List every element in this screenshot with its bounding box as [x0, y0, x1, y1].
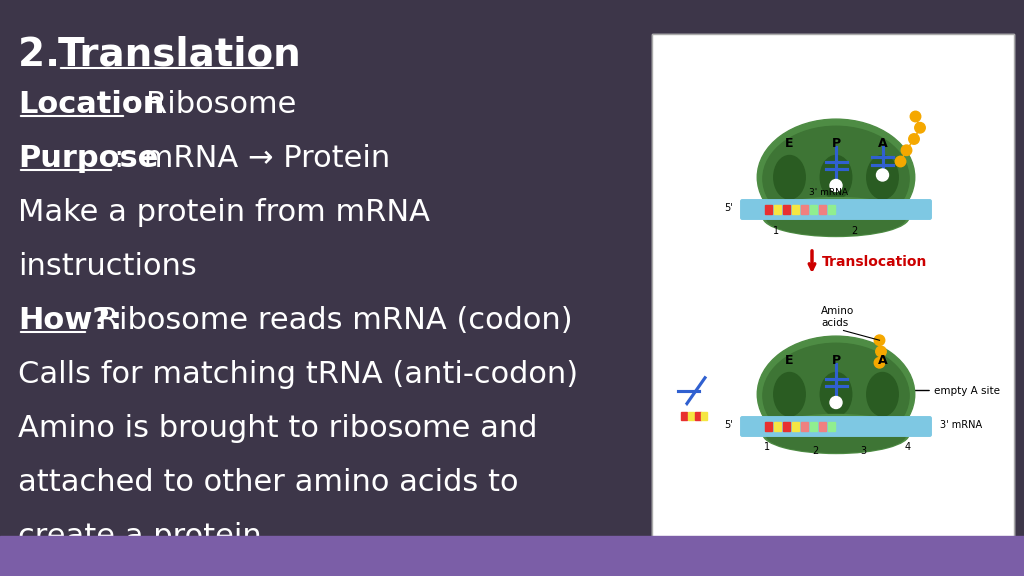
Text: Amino
acids: Amino acids: [821, 306, 854, 328]
Text: empty A site: empty A site: [934, 385, 999, 396]
Bar: [688, 412, 693, 420]
Bar: [681, 412, 687, 420]
Text: E: E: [785, 354, 794, 367]
Bar: [701, 412, 708, 420]
Bar: [0, 536, 1024, 576]
Text: 2.: 2.: [18, 36, 74, 74]
Circle shape: [895, 156, 906, 166]
Ellipse shape: [767, 202, 905, 236]
Text: 3' mRNA: 3' mRNA: [939, 420, 982, 430]
Bar: [819, 422, 825, 431]
Text: 3: 3: [860, 445, 866, 456]
Text: Ribosome reads mRNA (codon): Ribosome reads mRNA (codon): [88, 306, 572, 335]
Text: A: A: [878, 137, 888, 150]
Bar: [774, 422, 780, 431]
Ellipse shape: [758, 119, 914, 236]
Text: instructions: instructions: [18, 252, 197, 281]
Bar: [694, 412, 700, 420]
Ellipse shape: [820, 373, 852, 416]
Text: Amino is brought to ribosome and: Amino is brought to ribosome and: [18, 414, 538, 443]
Ellipse shape: [763, 126, 909, 231]
Text: 4: 4: [905, 442, 911, 453]
Bar: [652, 34, 1014, 548]
Text: 1: 1: [773, 225, 779, 236]
Bar: [652, 34, 1014, 548]
Text: How?:: How?:: [18, 306, 122, 335]
Ellipse shape: [866, 156, 898, 199]
Ellipse shape: [820, 156, 852, 199]
Bar: [827, 422, 835, 431]
Text: : Ribosome: : Ribosome: [126, 90, 296, 119]
Text: 1: 1: [764, 442, 770, 453]
Bar: [827, 204, 835, 214]
Bar: [782, 422, 790, 431]
Text: Translocation: Translocation: [822, 255, 928, 269]
Circle shape: [877, 169, 889, 181]
Ellipse shape: [866, 373, 898, 416]
Circle shape: [830, 396, 842, 408]
Text: P: P: [831, 354, 841, 367]
Bar: [765, 422, 771, 431]
Circle shape: [874, 335, 885, 346]
Ellipse shape: [763, 198, 909, 237]
Bar: [801, 422, 808, 431]
Bar: [774, 204, 780, 214]
Text: create a protein: create a protein: [18, 522, 262, 551]
Circle shape: [901, 145, 911, 156]
FancyBboxPatch shape: [740, 200, 931, 219]
Ellipse shape: [767, 419, 905, 452]
Circle shape: [914, 123, 926, 133]
Circle shape: [876, 346, 886, 357]
Bar: [792, 204, 799, 214]
Text: Location: Location: [18, 90, 165, 119]
Text: Purpose: Purpose: [18, 144, 159, 173]
Ellipse shape: [763, 343, 909, 448]
Bar: [810, 204, 816, 214]
Ellipse shape: [774, 156, 805, 199]
Text: Make a protein from mRNA: Make a protein from mRNA: [18, 198, 430, 227]
Text: 2: 2: [812, 445, 818, 456]
Text: 3' mRNA: 3' mRNA: [809, 188, 848, 197]
Text: 5': 5': [724, 203, 732, 213]
Bar: [810, 422, 816, 431]
Bar: [801, 204, 808, 214]
Text: Translation: Translation: [58, 36, 302, 74]
Circle shape: [830, 180, 842, 191]
Text: E: E: [785, 137, 794, 150]
Bar: [792, 422, 799, 431]
Circle shape: [910, 111, 921, 122]
Circle shape: [908, 134, 920, 144]
FancyBboxPatch shape: [740, 417, 931, 436]
Circle shape: [675, 403, 687, 415]
Text: 5': 5': [724, 420, 732, 430]
Text: A: A: [878, 354, 888, 367]
Circle shape: [874, 358, 885, 368]
Text: 2: 2: [852, 225, 858, 236]
Text: P: P: [831, 137, 841, 150]
Ellipse shape: [763, 415, 909, 453]
Text: attached to other amino acids to: attached to other amino acids to: [18, 468, 518, 497]
Ellipse shape: [774, 373, 805, 416]
Bar: [765, 204, 771, 214]
Bar: [819, 204, 825, 214]
Text: :  mRNA → Protein: : mRNA → Protein: [114, 144, 390, 173]
Ellipse shape: [758, 336, 914, 452]
Bar: [782, 204, 790, 214]
Text: Calls for matching tRNA (anti-codon): Calls for matching tRNA (anti-codon): [18, 360, 579, 389]
